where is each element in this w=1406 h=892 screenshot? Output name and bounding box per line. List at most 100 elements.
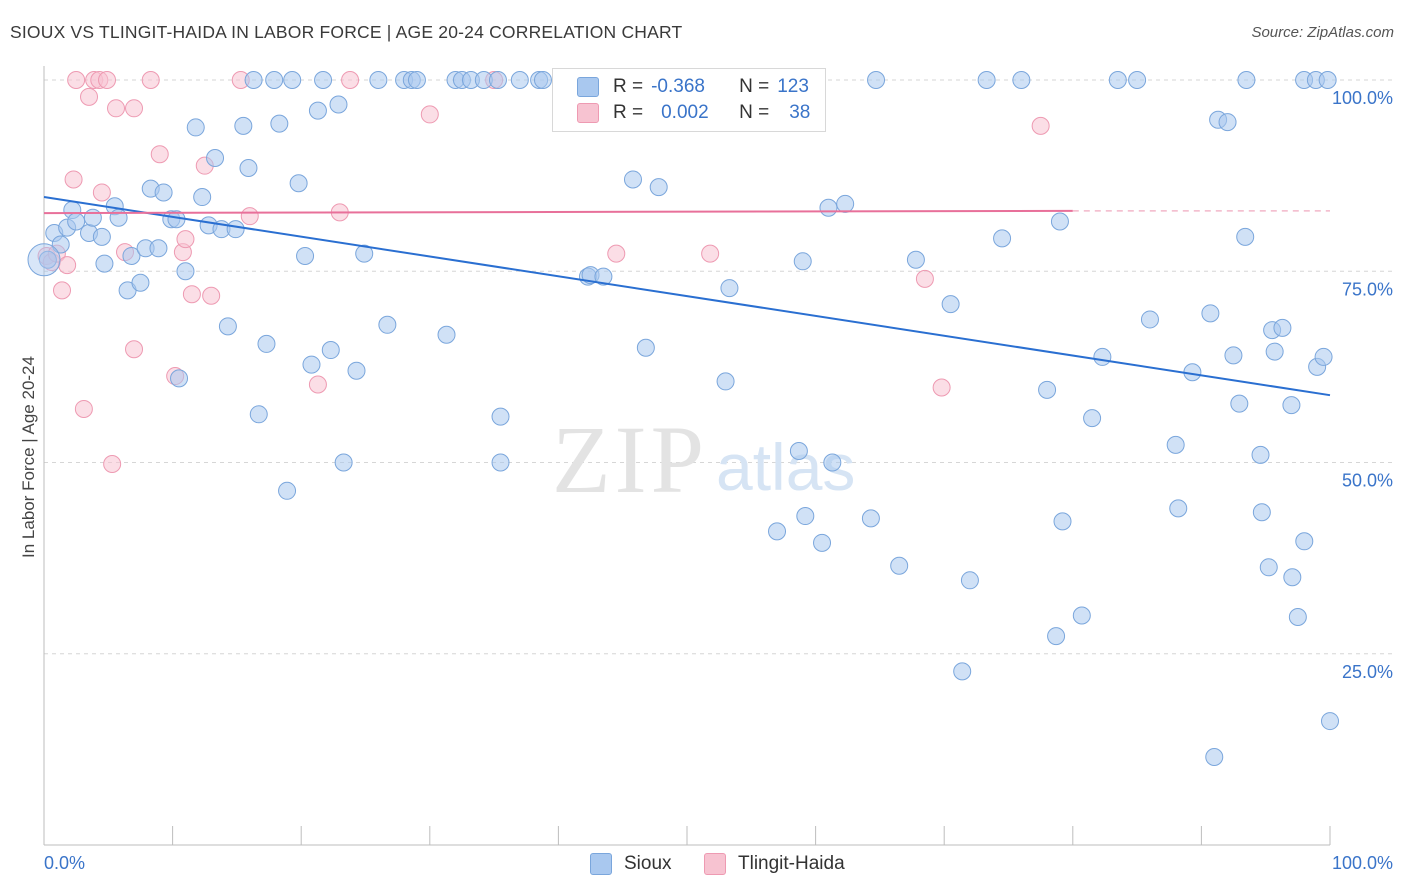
bottom-legend-sioux: Sioux bbox=[590, 852, 672, 876]
sioux-point bbox=[1273, 318, 1292, 337]
sioux-point bbox=[347, 361, 366, 380]
sioux-point bbox=[1265, 342, 1284, 361]
sioux-point bbox=[861, 509, 880, 528]
tlingit-haida-point bbox=[98, 71, 117, 89]
sioux-point bbox=[131, 273, 150, 292]
tlingit-haida-point bbox=[80, 87, 99, 106]
sioux-point bbox=[1083, 409, 1102, 428]
sioux-point bbox=[226, 220, 245, 239]
sioux-point bbox=[491, 407, 510, 426]
axes-layer: 25.0% 50.0% 75.0% 100.0% 0.0% 100.0% bbox=[43, 66, 1393, 873]
watermark-zip: ZIP bbox=[552, 406, 708, 513]
tlingit-haida-point bbox=[915, 269, 934, 288]
sioux-point bbox=[1108, 71, 1127, 89]
sioux-point bbox=[594, 267, 613, 286]
sioux-point bbox=[92, 227, 111, 246]
sioux-point bbox=[437, 325, 456, 344]
sioux-point bbox=[716, 372, 735, 391]
tlingit-haida-point bbox=[932, 378, 951, 397]
sioux-point bbox=[334, 453, 353, 472]
sioux-point bbox=[533, 71, 552, 89]
series-sioux-points bbox=[27, 71, 1339, 767]
sioux-point bbox=[249, 405, 268, 424]
sioux-point bbox=[819, 198, 838, 217]
sioux-point bbox=[234, 116, 253, 135]
sioux-legend-swatch bbox=[590, 853, 612, 875]
tlingit-haida-trend-line bbox=[43, 209, 1073, 215]
sioux-point bbox=[109, 208, 128, 227]
sioux-point bbox=[289, 174, 308, 193]
sioux-point bbox=[1318, 71, 1337, 89]
sioux-point bbox=[369, 71, 388, 89]
sioux-point bbox=[329, 95, 348, 114]
legend-n-label: N = bbox=[739, 76, 770, 97]
sioux-point bbox=[378, 315, 397, 334]
sioux-point bbox=[1288, 608, 1307, 627]
sioux-point bbox=[51, 235, 70, 254]
tlingit-haida-point bbox=[107, 99, 126, 118]
sioux-point bbox=[308, 101, 327, 120]
tlingit-haida-point bbox=[202, 286, 221, 305]
sioux-point bbox=[1012, 71, 1031, 89]
sioux-point bbox=[793, 252, 812, 271]
sioux-point bbox=[1295, 532, 1314, 551]
sioux-point bbox=[906, 250, 925, 269]
tlingit-haida-point bbox=[150, 145, 169, 164]
tlingit-legend-label: Tlingit-Haida bbox=[738, 853, 845, 874]
tlingit-swatch bbox=[577, 103, 599, 123]
tlingit-haida-point bbox=[141, 71, 160, 89]
watermark: ZIP atlas bbox=[552, 406, 855, 513]
sioux-point bbox=[789, 442, 808, 461]
sioux-point bbox=[283, 71, 302, 89]
tlingit-haida-point bbox=[125, 99, 144, 118]
sioux-point bbox=[239, 158, 258, 177]
legend-n-value: 123 bbox=[777, 76, 809, 97]
sioux-point bbox=[1283, 568, 1302, 587]
tlingit-haida-point bbox=[125, 340, 144, 359]
sioux-point bbox=[302, 355, 321, 374]
tlingit-haida-point bbox=[103, 455, 122, 474]
sioux-point bbox=[649, 178, 668, 197]
sioux-point bbox=[355, 244, 374, 263]
bottom-legend-tlingit: Tlingit-Haida bbox=[704, 852, 845, 876]
tlingit-haida-point bbox=[53, 281, 72, 300]
sioux-point bbox=[1047, 627, 1066, 646]
y-tick-label: 50.0% bbox=[1342, 471, 1393, 491]
sioux-point bbox=[993, 229, 1012, 248]
sioux-point bbox=[154, 183, 173, 202]
trend-layer bbox=[43, 196, 1331, 397]
sioux-point bbox=[27, 243, 61, 277]
sioux-point bbox=[491, 453, 510, 472]
sioux-point bbox=[1166, 435, 1185, 454]
sioux-point bbox=[623, 170, 642, 189]
sioux-point bbox=[510, 71, 529, 89]
sioux-point bbox=[823, 453, 842, 472]
chart-title: SIOUX VS TLINGIT-HAIDA IN LABOR FORCE | … bbox=[10, 22, 683, 42]
sioux-point bbox=[636, 338, 655, 357]
sioux-point bbox=[149, 239, 168, 258]
sioux-point bbox=[206, 149, 225, 168]
tlingit-legend-swatch bbox=[704, 853, 726, 875]
x-tick-label: 100.0% bbox=[1332, 853, 1393, 873]
sioux-point bbox=[1237, 71, 1256, 89]
sioux-swatch bbox=[577, 77, 599, 97]
sioux-point bbox=[1053, 512, 1072, 531]
sioux-point bbox=[1224, 346, 1243, 365]
sioux-point bbox=[1205, 748, 1224, 767]
y-tick-label: 100.0% bbox=[1332, 88, 1393, 108]
sioux-point bbox=[1169, 499, 1188, 518]
tlingit-haida-point bbox=[182, 285, 201, 304]
sioux-point bbox=[1201, 304, 1220, 323]
sioux-point bbox=[176, 262, 195, 281]
sioux-point bbox=[170, 369, 189, 388]
sioux-point bbox=[1314, 347, 1333, 366]
tlingit-haida-point bbox=[67, 71, 86, 89]
legend-row-tlingit: R = 0.002 N = 38 bbox=[577, 101, 810, 125]
tlingit-haida-point bbox=[607, 244, 626, 263]
sioux-point bbox=[1321, 712, 1339, 731]
tlingit-haida-point bbox=[240, 207, 259, 226]
source-label: Source: ZipAtlas.com bbox=[1251, 24, 1394, 41]
sioux-point bbox=[488, 71, 507, 89]
sioux-point bbox=[867, 71, 886, 89]
